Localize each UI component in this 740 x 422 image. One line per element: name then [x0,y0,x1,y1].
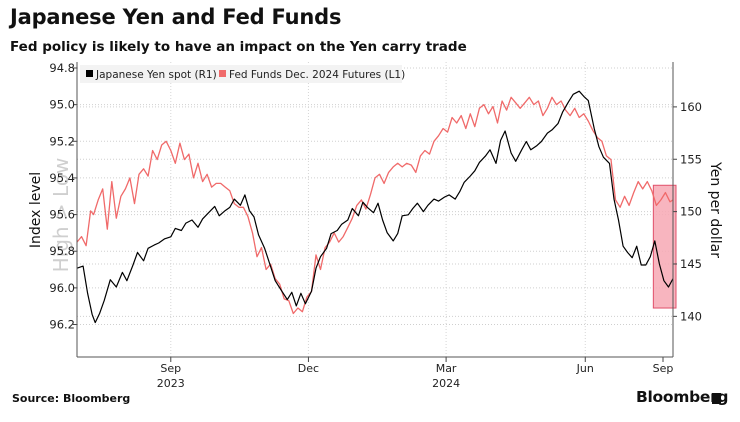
chart-subtitle: Fed policy is likely to have an impact o… [10,39,467,55]
series-line-yen [76,90,674,324]
legend-background [80,65,402,83]
right-axis-label: Yen per dollar [707,161,723,258]
bloomberg-logo-mark-icon [712,393,721,404]
x-tick-label: Dec [298,362,319,375]
watermark-text: High > Low [49,158,73,273]
left-tick-label: 95.0 [49,98,75,112]
legend-swatch-fed [219,70,226,77]
series-line-fed [76,96,674,315]
source-note: Source: Bloomberg [12,392,131,405]
x-tick-label: Jun [576,362,594,375]
x-tick-label: Sep [653,362,674,375]
left-tick-label: 95.2 [49,134,75,148]
left-tick-label: 95.4 [49,171,75,185]
right-tick-label: 155 [680,152,702,166]
series-lines [76,90,674,324]
x-tick-label: Mar [436,362,457,375]
axes: 94.8 95.0 95.2 95.4 95.6 95.8 96.0 96.2 140 145 15… [49,61,702,390]
x-year-label: 2023 [157,377,185,390]
legend-swatch-yen [86,70,93,77]
legend-label-yen: Japanese Yen spot (R1) [95,69,217,81]
left-tick-label: 95.6 [49,208,75,222]
left-tick-label: 96.2 [49,318,75,332]
chart-title: Japanese Yen and Fed Funds [10,5,342,29]
x-year-label: 2024 [432,377,460,390]
legend: Japanese Yen spot (R1) Fed Funds Dec. 20… [80,65,405,83]
left-tick-label: 96.0 [49,281,75,295]
legend-label-fed: Fed Funds Dec. 2024 Futures (L1) [229,69,405,81]
left-tick-label: 94.8 [49,61,75,75]
bloomberg-logo: Bloomberg [636,388,729,406]
left-tick-label: 95.8 [49,244,75,258]
right-tick-label: 150 [680,205,702,219]
right-tick-label: 160 [680,100,702,114]
right-tick-label: 145 [680,257,702,271]
left-axis-label: Index level [28,172,44,248]
right-tick-label: 140 [680,309,702,323]
x-tick-label: Sep [160,362,181,375]
